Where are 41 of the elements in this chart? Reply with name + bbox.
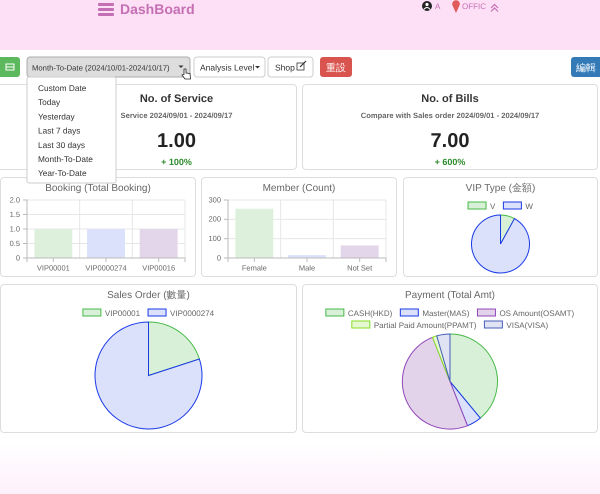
legend-label: VIP0000274	[170, 309, 215, 318]
legend-label: V	[490, 202, 496, 211]
text: No. of Service	[140, 93, 214, 105]
text: OFFIC	[462, 2, 486, 11]
text: No. of Bills	[421, 93, 479, 105]
chart-title: Payment (Total Amt)	[404, 290, 496, 301]
text: + 100%	[161, 157, 192, 167]
pie-slice	[402, 336, 468, 430]
legend-label: W	[525, 202, 534, 211]
chart-title: Booking (Total Booking)	[45, 183, 151, 194]
pie-slice	[471, 214, 530, 274]
text: Analysis Level	[200, 62, 254, 72]
text: Custom Date	[38, 83, 87, 93]
text: Shop	[275, 62, 296, 72]
legend-label: VIP00001	[104, 309, 141, 318]
text: 重設	[326, 62, 346, 74]
text: Last 30 days	[38, 140, 86, 150]
legend-label: Partial Paid Amount(PPAMT)	[374, 321, 477, 330]
chart-title: Member (Count)	[262, 183, 336, 194]
text: Last 7 days	[38, 126, 80, 136]
legend-label: VISA(VISA)	[506, 321, 549, 330]
legend-label: OS Amount(OSAMT)	[499, 309, 574, 318]
text: 1.00	[157, 130, 196, 152]
text: Today	[38, 97, 61, 108]
chart-title: Sales Order (數量)	[107, 289, 190, 301]
pie-slice	[94, 322, 202, 430]
text: 7.00	[430, 130, 470, 152]
text: + 600%	[434, 157, 466, 167]
text: Month-To-Date	[38, 154, 94, 164]
text: Yesterday	[38, 111, 76, 122]
legend-label: CASH(HKD)	[348, 309, 393, 318]
chart-title: VIP Type (金額)	[466, 182, 536, 194]
pie-slice	[148, 322, 200, 376]
text: Year-To-Date	[38, 168, 87, 178]
text: 編輯	[575, 62, 596, 74]
bar	[340, 245, 379, 258]
legend-label: Master(MAS)	[422, 309, 470, 318]
text: DashBoard	[120, 1, 195, 17]
pie-slice	[436, 334, 450, 382]
pie-slice	[450, 334, 498, 419]
text: A	[435, 2, 441, 11]
